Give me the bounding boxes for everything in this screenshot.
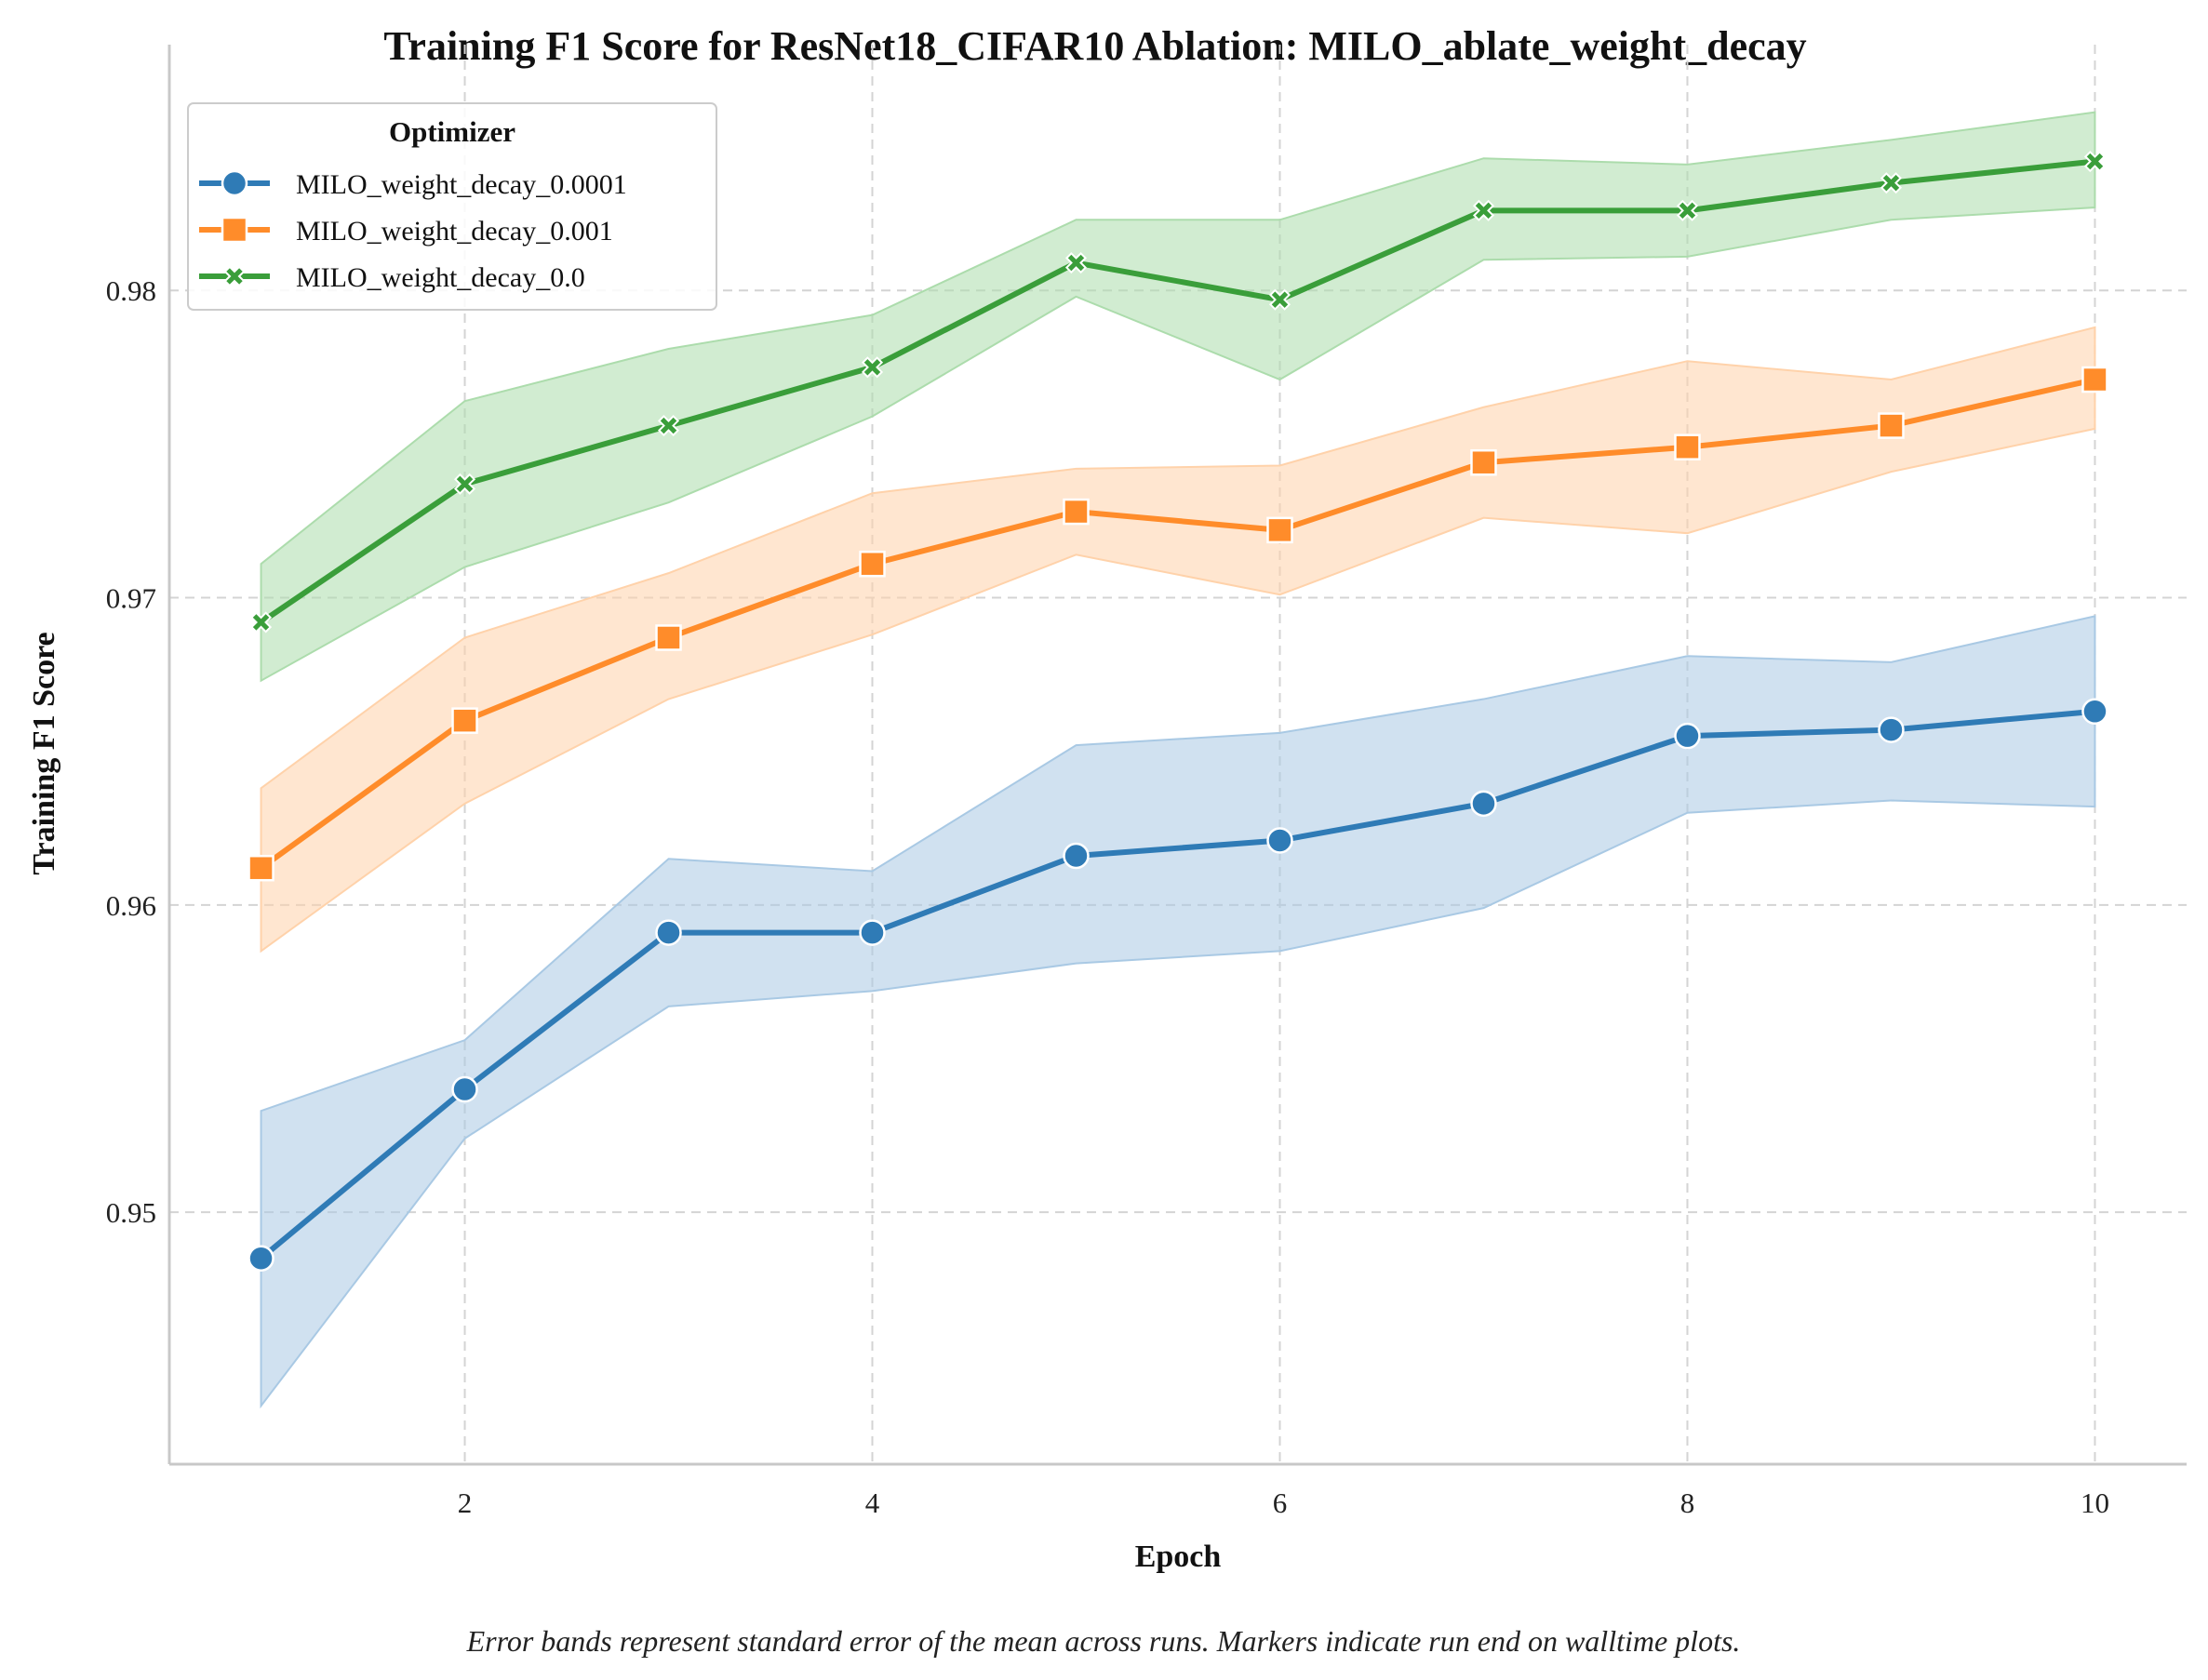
series-line-0 <box>258 708 2098 1261</box>
data-point-circle <box>1063 842 1090 870</box>
data-point-square <box>859 550 886 578</box>
legend-entry: MILO_weight_decay_0.0 <box>199 262 585 293</box>
data-point-x <box>1064 251 1088 274</box>
legend-entry: MILO_weight_decay_0.001 <box>199 216 613 247</box>
data-point-circle <box>1266 827 1293 854</box>
data-point-x <box>861 356 884 379</box>
x-tick-label: 8 <box>1680 1487 1695 1519</box>
data-point-x <box>1676 199 1699 221</box>
y-axis-label: Training F1 Score <box>27 632 61 874</box>
data-point-square <box>451 707 478 734</box>
data-point-square <box>248 854 274 882</box>
data-point-x <box>2083 150 2107 173</box>
data-point-x <box>223 265 246 287</box>
error-band-series-2 <box>260 111 2096 683</box>
data-point-square <box>1674 433 1701 460</box>
series-lines <box>258 158 2098 1261</box>
data-point-square <box>1266 516 1293 544</box>
y-tick-label: 0.95 <box>106 1196 156 1229</box>
tick-labels: 2 4 6 8 10 0.95 0.96 0.97 0.98 <box>106 274 2109 1519</box>
data-point-circle <box>1674 722 1701 750</box>
data-point-x <box>657 415 680 437</box>
data-point-x <box>1880 172 1903 194</box>
legend-title: Optimizer <box>389 115 515 148</box>
legend-label: MILO_weight_decay_0.001 <box>296 216 613 247</box>
data-point-x <box>1472 199 1495 221</box>
x-tick-label: 10 <box>2081 1487 2109 1519</box>
error-bands <box>260 111 2096 1409</box>
x-tick-label: 6 <box>1273 1487 1288 1519</box>
x-axis-label: Epoch <box>1135 1540 1222 1574</box>
legend-label: MILO_weight_decay_0.0 <box>296 262 585 293</box>
data-point-x <box>1268 288 1291 311</box>
y-tick-label: 0.97 <box>106 582 156 615</box>
data-point-x <box>453 473 476 495</box>
data-point-square <box>221 216 248 244</box>
data-point-square <box>2081 366 2108 393</box>
x-tick-label: 2 <box>458 1487 473 1519</box>
x-tick-label: 4 <box>865 1487 880 1519</box>
error-band-series-0 <box>260 615 2096 1409</box>
data-point-circle <box>248 1245 274 1272</box>
chart-title: Training F1 Score for ResNet18_CIFAR10 A… <box>383 23 1806 69</box>
data-point-circle <box>2081 698 2108 726</box>
y-tick-label: 0.98 <box>106 274 156 307</box>
data-point-square <box>1878 412 1905 439</box>
series-markers <box>248 150 2108 1272</box>
legend: Optimizer MILO_weight_decay_0.0001MILO_w… <box>187 102 717 311</box>
data-point-x <box>249 611 273 633</box>
data-point-square <box>1470 448 1497 476</box>
legend-entries: MILO_weight_decay_0.0001 MILO_weight_deca… <box>199 169 627 293</box>
data-point-square <box>1063 498 1090 526</box>
data-point-circle <box>1470 790 1497 818</box>
series-line-1 <box>258 377 2098 872</box>
legend-label: MILO_weight_decay_0.0001 <box>296 169 627 200</box>
series-line-2 <box>258 158 2098 625</box>
data-point-circle <box>859 919 886 946</box>
caption: Error bands represent standard error of … <box>466 1624 1741 1658</box>
legend-entry: MILO_weight_decay_0.0001 <box>199 169 627 200</box>
y-tick-label: 0.96 <box>106 889 156 922</box>
legend-box <box>187 102 717 311</box>
data-point-circle <box>655 919 682 946</box>
data-point-circle <box>1878 716 1905 743</box>
data-point-circle <box>451 1075 478 1103</box>
error-band-series-1 <box>260 326 2096 953</box>
data-point-square <box>655 624 682 651</box>
data-point-circle <box>221 169 248 197</box>
